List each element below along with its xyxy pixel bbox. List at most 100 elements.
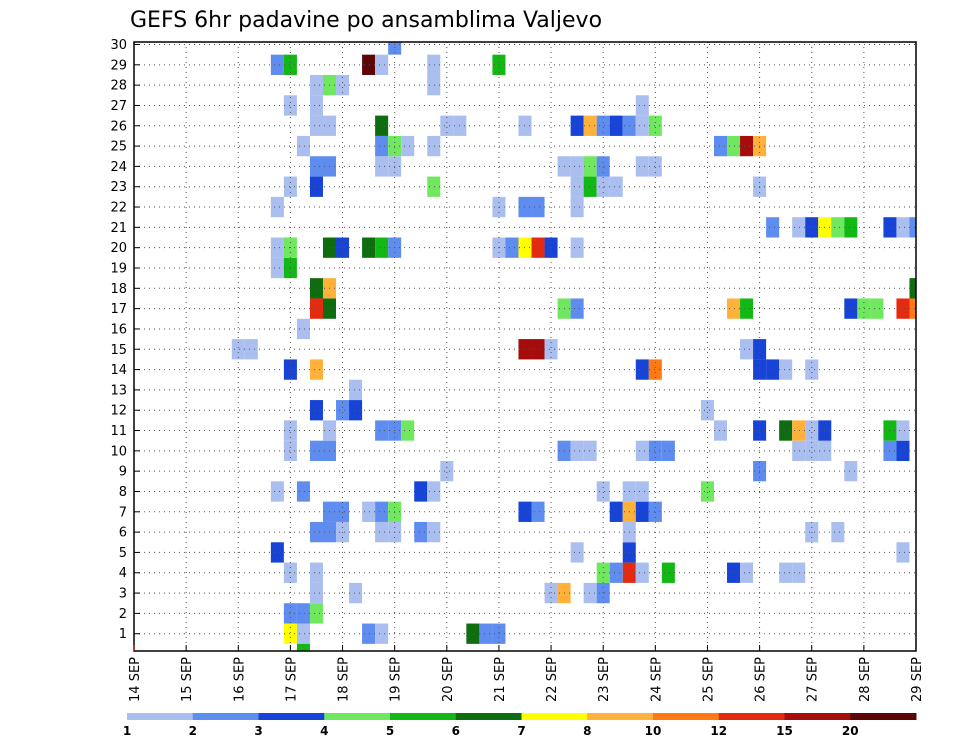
- heatmap-cell: [283, 176, 297, 197]
- heatmap-cell: [570, 542, 584, 563]
- heatmap-cell: [609, 562, 623, 583]
- heatmap-cell: [375, 420, 389, 441]
- colorbar-swatch: [521, 713, 588, 720]
- colorbar-label: 8: [583, 724, 591, 738]
- y-tick-label: 21: [110, 221, 127, 236]
- plot-frame: [133, 41, 917, 652]
- colorbar-swatch: [587, 713, 654, 720]
- y-tick-label: 11: [110, 424, 127, 439]
- colorbar-label: 12: [710, 724, 727, 738]
- x-tick-label: 22 SEP: [545, 657, 560, 702]
- heatmap-cell: [309, 176, 323, 197]
- y-tick-label: 14: [110, 363, 127, 378]
- heatmap-cell: [648, 440, 662, 462]
- heatmap-cell: [596, 176, 610, 197]
- heatmap-cell: [427, 481, 441, 502]
- y-tick-label: 2: [119, 607, 127, 622]
- x-tick-label: 16 SEP: [232, 657, 247, 702]
- heatmap-cell: [779, 562, 793, 583]
- heatmap-cell: [831, 521, 845, 543]
- x-tick-label: 27 SEP: [806, 657, 821, 702]
- heatmap-cell: [375, 115, 389, 136]
- y-tick-label: 19: [110, 261, 127, 276]
- heatmap-cell: [896, 298, 910, 319]
- heatmap-cell: [609, 501, 623, 522]
- y-tick-label: 18: [110, 282, 127, 297]
- heatmap-cell: [635, 440, 649, 462]
- heatmap-cell: [401, 420, 415, 441]
- chart-title: GEFS 6hr padavine po ansamblima Valjevo: [130, 8, 602, 33]
- colorbar-swatch: [390, 713, 457, 720]
- heatmap-cell: [309, 115, 323, 136]
- heatmap-cell: [570, 298, 584, 319]
- heatmap-cell: [635, 115, 649, 136]
- colorbar-label: 20: [842, 724, 859, 738]
- heatmap-cell: [296, 603, 310, 624]
- heatmap-cell: [909, 298, 916, 319]
- heatmap-cell: [740, 562, 754, 583]
- colorbar-label: 3: [254, 724, 262, 738]
- heatmap-cell: [531, 501, 545, 522]
- heatmap-cell: [283, 623, 297, 644]
- heatmap-cell: [531, 339, 545, 360]
- colorbar-swatch: [455, 713, 522, 720]
- heatmap-cell: [661, 562, 675, 583]
- heatmap-cell: [309, 440, 323, 462]
- heatmap-cell: [531, 196, 545, 218]
- heatmap-cell: [635, 95, 649, 116]
- y-tick-label: 10: [110, 444, 127, 459]
- heatmap-cell: [270, 237, 284, 258]
- heatmap-cell: [805, 440, 819, 462]
- heatmap-cell: [296, 643, 310, 651]
- heatmap-cell: [336, 74, 350, 96]
- heatmap-cell: [805, 420, 819, 441]
- y-tick-label: 17: [110, 302, 127, 317]
- y-tick-label: 7: [119, 505, 127, 520]
- x-tick-label: 19 SEP: [389, 657, 404, 702]
- y-tick-label: 29: [110, 58, 127, 73]
- heatmap-cell: [779, 420, 793, 441]
- heatmap-cell: [635, 562, 649, 583]
- colorbar-label: 10: [645, 724, 662, 738]
- heatmap-cell: [270, 196, 284, 218]
- colorbar-label: 5: [386, 724, 394, 738]
- heatmap-cell: [635, 481, 649, 502]
- heatmap-cell: [375, 237, 389, 258]
- y-tick-label: 27: [110, 99, 127, 114]
- heatmap-cell: [296, 481, 310, 502]
- x-tick-label: 20 SEP: [441, 657, 456, 702]
- heatmap-cell: [570, 237, 584, 258]
- y-tick-label: 26: [110, 119, 127, 134]
- heatmap-cell: [570, 196, 584, 218]
- heatmap-cell: [427, 135, 441, 157]
- heatmap-cell: [570, 156, 584, 177]
- heatmap-cells: [231, 42, 916, 651]
- heatmap-cell: [544, 582, 558, 604]
- heatmap-cell: [270, 542, 284, 563]
- heatmap-cell: [440, 115, 454, 136]
- heatmap-cell: [648, 115, 662, 136]
- heatmap-cell: [244, 339, 258, 360]
- heatmap-cell: [570, 115, 584, 136]
- heatmap-cell: [805, 359, 819, 380]
- heatmap-cell: [492, 623, 506, 644]
- heatmap-cell: [375, 135, 389, 157]
- heatmap-cell: [779, 359, 793, 380]
- heatmap-cell: [375, 501, 389, 522]
- heatmap-cell: [596, 156, 610, 177]
- heatmap-cell: [283, 359, 297, 380]
- heatmap-cell: [309, 359, 323, 380]
- y-tick-label: 9: [119, 465, 127, 480]
- heatmap-cell: [713, 135, 728, 157]
- heatmap-cell: [700, 400, 714, 421]
- heatmap-cell: [609, 176, 623, 197]
- heatmap-cell: [414, 481, 428, 502]
- heatmap-cell: [296, 135, 310, 157]
- x-tick-label: 24 SEP: [649, 657, 664, 702]
- heatmap-cell: [740, 135, 754, 157]
- heatmap-cell: [375, 156, 389, 177]
- heatmap-cell: [857, 298, 871, 319]
- heatmap-cell: [492, 54, 506, 75]
- heatmap-cell: [336, 400, 350, 421]
